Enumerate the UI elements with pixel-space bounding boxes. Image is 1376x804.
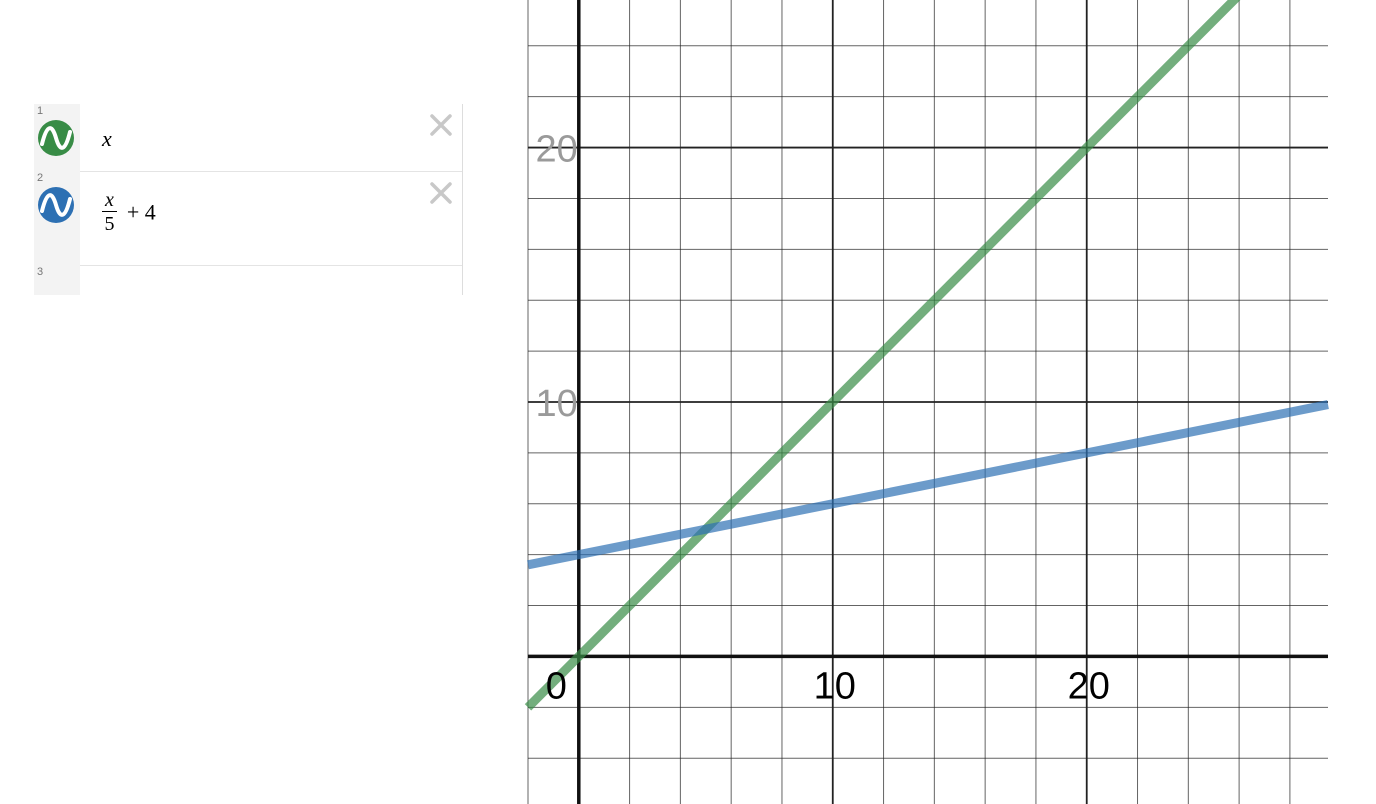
x-tick-label: 10: [814, 665, 856, 707]
series-line-2[interactable]: [527, 400, 1329, 570]
expression-input[interactable]: x 5 + 4: [102, 189, 156, 236]
math-remainder: + 4: [126, 199, 156, 225]
y-tick-label: 10: [536, 383, 578, 425]
expression-gutter: 1: [34, 104, 80, 171]
fraction: x 5: [102, 189, 117, 236]
close-icon: [430, 114, 452, 136]
fraction-denominator: 5: [104, 213, 115, 235]
close-icon: [430, 182, 452, 204]
x-tick-label: 20: [1068, 665, 1110, 707]
expression-row-2[interactable]: 2 x 5 + 4: [34, 171, 462, 266]
row-number: 2: [37, 172, 44, 184]
math-variable: x: [102, 126, 112, 151]
expression-input[interactable]: x: [102, 126, 112, 152]
delete-expression-button[interactable]: [428, 112, 454, 138]
y-tick-label: 20: [536, 129, 578, 171]
expression-row-3[interactable]: 3: [34, 265, 462, 295]
sine-wave-icon[interactable]: [38, 187, 74, 223]
expression-row-1[interactable]: 1 x: [34, 104, 462, 172]
sine-wave-icon[interactable]: [38, 120, 74, 156]
row-number: 1: [37, 105, 44, 117]
expression-gutter: 2: [34, 171, 80, 265]
fraction-numerator: x: [102, 189, 117, 212]
x-tick-label: 0: [546, 665, 567, 707]
series-line-1[interactable]: [524, 0, 1328, 711]
expression-gutter: 3: [34, 265, 80, 295]
delete-expression-button[interactable]: [428, 180, 454, 206]
row-number: 3: [37, 266, 44, 278]
expression-list: 1 x 2 x 5 + 4 3: [34, 104, 463, 295]
